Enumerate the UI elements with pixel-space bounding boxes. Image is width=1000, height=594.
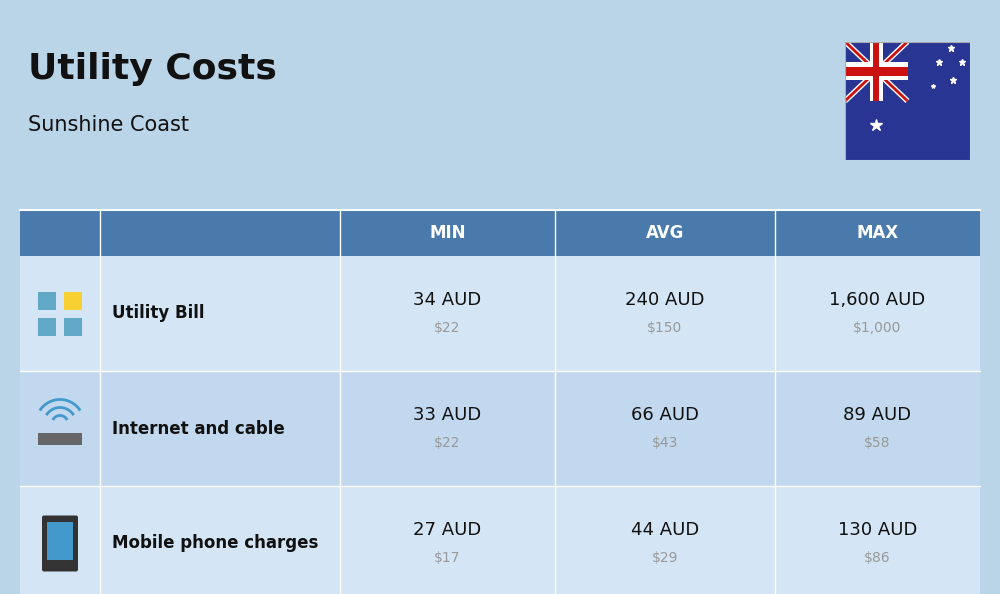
Text: $43: $43: [652, 437, 678, 450]
Bar: [340, 371, 555, 486]
Text: 34 AUD: 34 AUD: [413, 290, 482, 309]
Bar: [340, 256, 555, 371]
Bar: [555, 256, 775, 371]
Bar: [20, 256, 100, 371]
Text: 240 AUD: 240 AUD: [625, 290, 705, 309]
Bar: [41, 525, 79, 563]
Text: $1,000: $1,000: [853, 321, 902, 336]
Text: MIN: MIN: [429, 224, 466, 242]
Bar: [775, 256, 980, 371]
Text: $86: $86: [864, 551, 891, 565]
Text: $150: $150: [647, 321, 683, 336]
Bar: [38, 432, 82, 444]
Bar: [100, 210, 340, 256]
Text: Utility Bill: Utility Bill: [112, 305, 205, 323]
Bar: [20, 210, 100, 256]
Bar: [775, 210, 980, 256]
Bar: [41, 295, 79, 333]
Text: 89 AUD: 89 AUD: [843, 406, 912, 424]
Bar: [100, 486, 340, 594]
Bar: [870, 42, 883, 101]
Text: 1,600 AUD: 1,600 AUD: [829, 290, 926, 309]
Bar: [775, 486, 980, 594]
Bar: [100, 371, 340, 486]
Bar: [20, 371, 100, 486]
Bar: [20, 486, 100, 594]
Bar: [340, 210, 555, 256]
Text: Utility Costs: Utility Costs: [28, 52, 277, 86]
Bar: [64, 292, 82, 309]
Text: 27 AUD: 27 AUD: [413, 521, 482, 539]
Text: $22: $22: [434, 437, 461, 450]
Bar: [555, 486, 775, 594]
Text: 44 AUD: 44 AUD: [631, 521, 699, 539]
Text: 33 AUD: 33 AUD: [413, 406, 482, 424]
Bar: [41, 409, 79, 447]
Bar: [555, 371, 775, 486]
Bar: [555, 210, 775, 256]
Text: $22: $22: [434, 321, 461, 336]
Bar: [100, 256, 340, 371]
Text: Sunshine Coast: Sunshine Coast: [28, 115, 189, 135]
Bar: [47, 522, 73, 560]
Text: $17: $17: [434, 551, 461, 565]
Text: MAX: MAX: [856, 224, 899, 242]
Text: $29: $29: [652, 551, 678, 565]
Text: 130 AUD: 130 AUD: [838, 521, 917, 539]
FancyBboxPatch shape: [42, 516, 78, 571]
Text: $58: $58: [864, 437, 891, 450]
Bar: [340, 486, 555, 594]
Bar: [38, 318, 56, 336]
Bar: [38, 292, 56, 309]
Bar: [845, 62, 908, 80]
Text: 66 AUD: 66 AUD: [631, 406, 699, 424]
Bar: [775, 371, 980, 486]
Text: Internet and cable: Internet and cable: [112, 419, 285, 438]
Text: AVG: AVG: [646, 224, 684, 242]
Bar: [873, 42, 879, 101]
Bar: [845, 67, 908, 76]
Bar: [64, 318, 82, 336]
Text: Mobile phone charges: Mobile phone charges: [112, 535, 318, 552]
